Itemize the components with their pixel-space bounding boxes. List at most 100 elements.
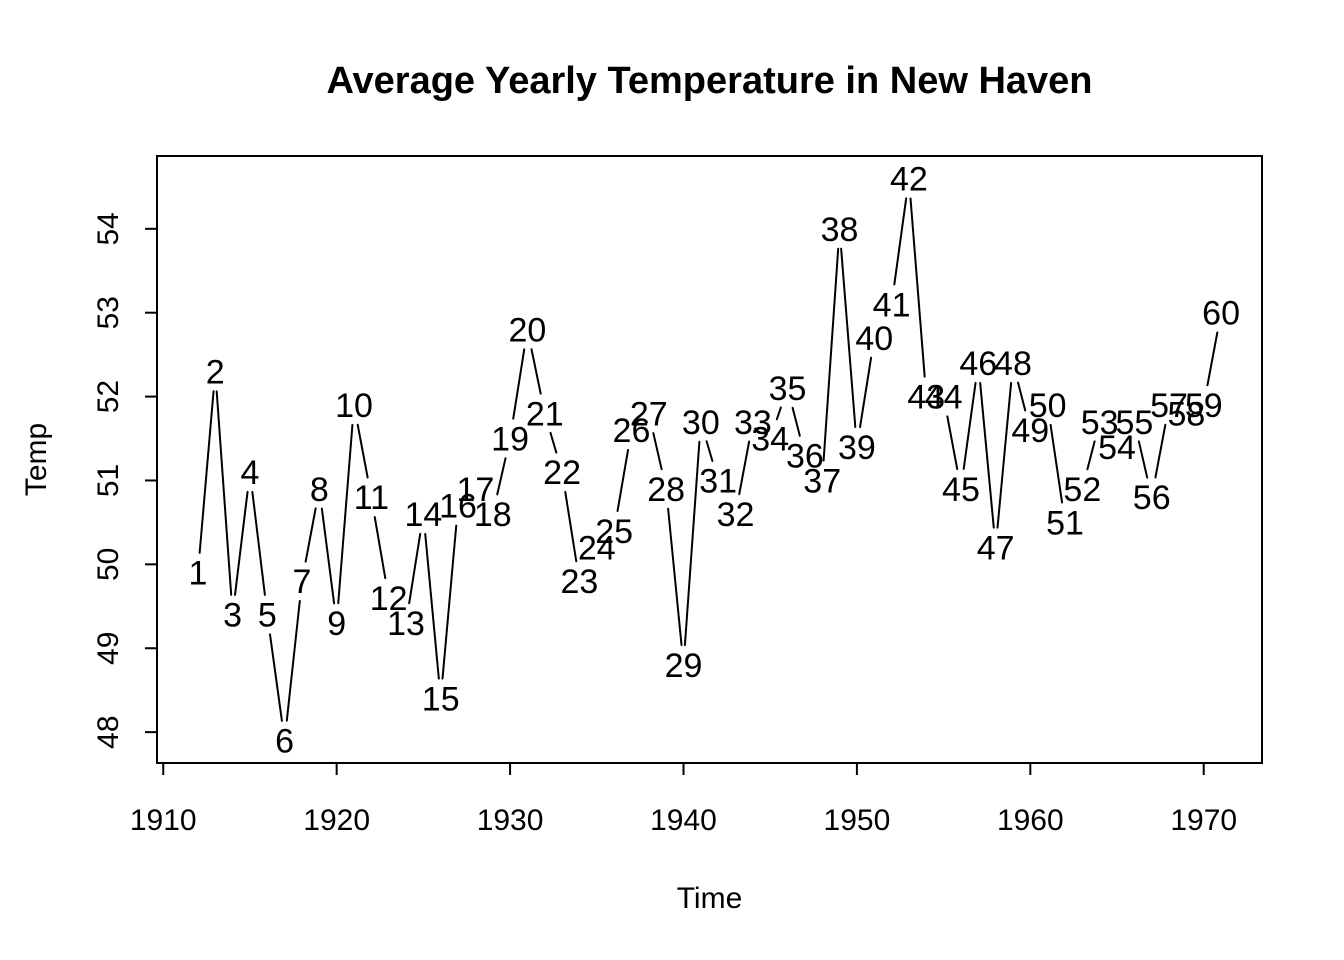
point-label: 30 — [682, 404, 720, 442]
series-segment — [320, 507, 336, 605]
point-label: 39 — [838, 429, 876, 467]
series-segment — [285, 599, 301, 722]
point-label: 27 — [630, 395, 668, 433]
axes: 1910 1920 1930 1940 1950 1960 1970484950515253… — [20, 60, 1263, 915]
point-label: 35 — [769, 370, 807, 408]
series-segment — [1206, 331, 1219, 387]
point-label: 17 — [456, 471, 494, 509]
point-label: 44 — [925, 379, 963, 417]
point-labels: 1234567891011121314151617181920212223242… — [188, 160, 1240, 760]
point-label: 23 — [561, 563, 599, 601]
point-label: 41 — [873, 286, 911, 324]
plot-box — [156, 155, 1263, 764]
point-label: 57 — [1150, 387, 1188, 425]
point-label: 7 — [293, 563, 312, 601]
series-segment — [1154, 423, 1167, 479]
point-label: 25 — [595, 513, 633, 551]
point-label: 43 — [907, 379, 945, 417]
series-segment — [683, 440, 701, 647]
point-label: 52 — [1063, 471, 1101, 509]
point-label: 37 — [803, 462, 841, 500]
point-label: 48 — [994, 345, 1032, 383]
series-segment — [373, 516, 387, 580]
series-segment — [909, 197, 926, 378]
point-label: 31 — [699, 462, 737, 500]
series-segment — [251, 490, 266, 596]
series-segment — [530, 348, 542, 395]
series-segment — [1086, 440, 1096, 471]
x-tick-label: 1920 — [303, 804, 370, 837]
point-label: 56 — [1133, 479, 1171, 517]
y-axis-title: Temp — [20, 423, 53, 496]
series-segment — [304, 507, 317, 563]
series-segment — [496, 457, 507, 496]
x-tick-label: 1940 — [650, 804, 717, 837]
point-label: 21 — [526, 395, 564, 433]
point-label: 46 — [959, 345, 997, 383]
point-label: 16 — [439, 488, 477, 526]
point-label: 11 — [354, 479, 389, 517]
series-segment — [408, 532, 422, 605]
series-segment — [269, 633, 283, 722]
point-label: 28 — [647, 471, 685, 509]
point-label: 20 — [509, 311, 547, 349]
point-label: 38 — [821, 211, 859, 249]
series-segment — [822, 247, 840, 462]
y-tick-label: 50 — [92, 548, 125, 581]
point-label: 8 — [310, 471, 329, 509]
point-label: 42 — [890, 160, 928, 198]
series-segment — [840, 247, 857, 428]
series-segment — [893, 197, 908, 286]
point-label: 51 — [1046, 504, 1084, 542]
point-label: 36 — [786, 437, 824, 475]
point-label: 49 — [1011, 412, 1049, 450]
series-segment — [996, 381, 1013, 529]
series-segment — [549, 431, 558, 454]
point-label: 6 — [275, 723, 294, 761]
chart-title: Average Yearly Temperature in New Haven — [327, 60, 1093, 102]
series-segment — [424, 532, 440, 680]
point-label: 22 — [543, 454, 581, 492]
series-segment — [859, 356, 873, 429]
point-label: 14 — [404, 496, 442, 534]
point-label: 45 — [942, 471, 980, 509]
point-label: 40 — [855, 320, 893, 358]
series-segment — [356, 423, 369, 479]
point-label: 12 — [370, 580, 408, 618]
y-tick-label: 54 — [92, 212, 125, 245]
series-segment — [1017, 381, 1027, 412]
point-label: 5 — [258, 597, 277, 635]
x-tick-label: 1960 — [997, 804, 1064, 837]
point-label: 59 — [1185, 387, 1223, 425]
point-label: 2 — [206, 353, 225, 391]
point-label: 60 — [1202, 295, 1240, 333]
x-tick-label: 1930 — [477, 804, 544, 837]
point-label: 4 — [240, 454, 259, 492]
y-tick-label: 52 — [92, 380, 125, 413]
series-segment — [652, 432, 663, 471]
point-label: 15 — [422, 681, 460, 719]
point-label: 19 — [491, 421, 529, 459]
point-label: 24 — [578, 530, 616, 568]
series-segment — [441, 524, 458, 680]
series-segment — [946, 415, 959, 471]
point-label: 32 — [717, 496, 755, 534]
point-label: 29 — [665, 647, 703, 685]
series-segment — [705, 440, 714, 462]
point-label: 34 — [751, 421, 789, 459]
series-segment — [198, 390, 215, 554]
series-segment — [512, 348, 526, 420]
series-segment — [616, 448, 630, 512]
point-label: 13 — [387, 605, 425, 643]
point-label: 58 — [1167, 395, 1205, 433]
series-segment — [215, 390, 233, 596]
point-label: 10 — [335, 387, 373, 425]
point-label: 54 — [1098, 429, 1136, 467]
y-tick-label: 48 — [92, 715, 125, 748]
y-tick-label: 51 — [92, 464, 125, 497]
series-segment — [234, 490, 249, 596]
x-axis-title: Time — [677, 882, 743, 915]
